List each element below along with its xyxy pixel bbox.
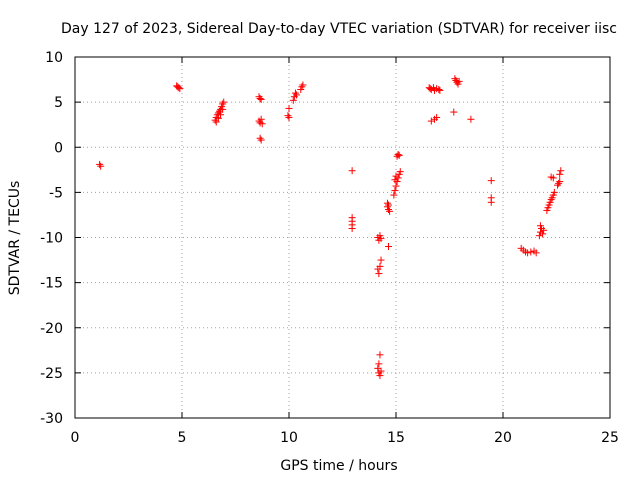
data-point [214, 114, 222, 122]
x-tick-label: 15 [387, 430, 405, 446]
data-point [435, 85, 443, 93]
y-tick-labels: 10 5 0 -5 -10 -15 -20 -25 -30 [40, 50, 63, 427]
data-point [285, 104, 293, 112]
data-point [436, 86, 444, 94]
plot-frame [74, 56, 611, 419]
data-point [385, 243, 393, 251]
data-point [256, 134, 264, 142]
data-point [289, 96, 297, 104]
data-point [284, 112, 292, 120]
data-point [257, 136, 265, 144]
data-point [386, 207, 394, 215]
data-point [175, 84, 183, 92]
data-point [256, 95, 264, 103]
data-point [258, 120, 266, 128]
data-point [392, 182, 400, 190]
data-point [391, 187, 399, 195]
data-point [487, 177, 495, 185]
data-point [257, 95, 265, 103]
data-point [376, 262, 384, 270]
x-tick-label: 5 [178, 430, 187, 446]
data-points [96, 75, 565, 380]
data-point [392, 172, 400, 180]
data-point [97, 162, 105, 170]
data-point [299, 81, 307, 89]
data-point [556, 170, 564, 178]
x-axis-label: GPS time / hours [280, 458, 397, 474]
data-point [487, 198, 495, 206]
data-point [427, 117, 435, 125]
data-point [96, 160, 104, 168]
data-point [396, 168, 404, 176]
data-point [298, 83, 306, 91]
data-point [212, 118, 220, 126]
data-point [540, 226, 548, 234]
data-point [285, 113, 293, 121]
data-point [376, 372, 384, 380]
x-tick-label: 0 [71, 430, 80, 446]
data-point [467, 115, 475, 123]
data-point [219, 105, 227, 113]
data-point [257, 115, 265, 123]
data-point [532, 249, 540, 257]
data-point [375, 360, 383, 368]
data-point [395, 151, 403, 159]
data-point [450, 108, 458, 116]
data-point [556, 178, 564, 186]
chart-title: Day 127 of 2023, Sidereal Day-to-day VTE… [61, 21, 617, 37]
data-point [549, 174, 557, 182]
data-point [451, 75, 459, 83]
grid-lines [75, 57, 610, 418]
y-axis-label: SDTVAR / TECUs [7, 181, 23, 296]
y-tick-label: -25 [40, 366, 63, 382]
x-tick-labels: 0 5 10 15 20 25 [71, 430, 619, 446]
data-point [391, 176, 399, 184]
data-point [217, 111, 225, 119]
data-point [385, 201, 393, 209]
data-point [377, 234, 385, 242]
data-point [176, 85, 184, 93]
data-point [215, 107, 223, 115]
data-point [550, 188, 558, 196]
data-point [375, 270, 383, 278]
x-tick-label: 10 [280, 430, 298, 446]
data-point [524, 249, 532, 257]
data-point [557, 167, 565, 175]
y-tick-label: -10 [40, 231, 63, 247]
data-point [292, 91, 300, 99]
y-tick-label: 5 [54, 95, 63, 111]
data-point [555, 179, 563, 187]
y-tick-label: -20 [40, 321, 63, 337]
data-point [348, 167, 356, 175]
y-tick-label: -15 [40, 276, 63, 292]
y-tick-label: 0 [54, 140, 63, 156]
data-point [390, 191, 398, 199]
data-point [426, 85, 434, 93]
y-tick-label: -5 [49, 185, 63, 201]
data-point [377, 367, 385, 375]
data-point [527, 248, 535, 256]
x-tick-label: 25 [601, 430, 619, 446]
x-tick-label: 20 [494, 430, 512, 446]
data-point [220, 98, 228, 106]
data-point [433, 113, 441, 121]
data-point [348, 224, 356, 232]
data-point [554, 181, 562, 189]
data-point [547, 196, 555, 204]
data-point [376, 351, 384, 359]
data-point [455, 77, 463, 85]
data-point [539, 230, 547, 238]
data-point [535, 232, 543, 240]
data-point [394, 150, 402, 158]
y-tick-label: 10 [45, 50, 63, 66]
y-tick-label: -30 [40, 411, 63, 427]
data-point [536, 222, 544, 230]
data-point [452, 76, 460, 84]
data-point [291, 89, 299, 97]
data-point [377, 256, 385, 264]
